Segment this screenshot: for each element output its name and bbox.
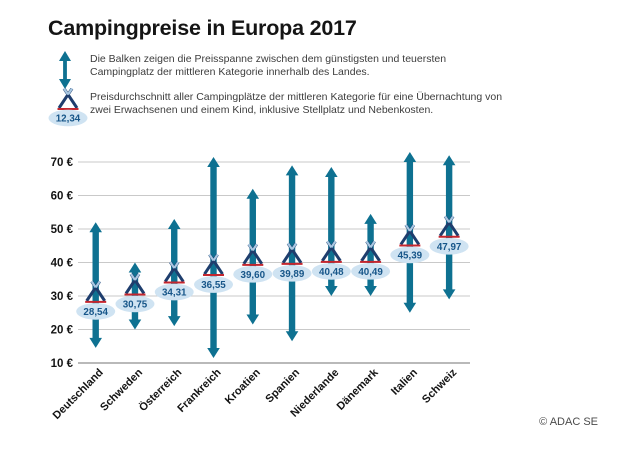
average-marker-cross bbox=[448, 215, 455, 223]
price-range-bar bbox=[207, 156, 220, 358]
average-value-badge bbox=[429, 238, 469, 255]
average-tent-icon: 12,34 bbox=[48, 88, 88, 127]
page-title: Campingpreise in Europa 2017 bbox=[48, 16, 357, 40]
copyright: © ADAC SE bbox=[539, 416, 598, 428]
average-value-label: 40,48 bbox=[319, 267, 344, 278]
average-value-label: 39,60 bbox=[241, 270, 266, 281]
y-tick-label: 10 € bbox=[51, 358, 74, 370]
average-value-label: 30,75 bbox=[123, 299, 148, 310]
average-value-label: 40,49 bbox=[358, 267, 383, 278]
x-axis-label: Italien bbox=[389, 366, 420, 397]
average-marker-cross bbox=[208, 253, 215, 262]
legend-average-text: Preisdurchschnitt aller Campingplätze de… bbox=[90, 91, 503, 116]
legend-range-text: Die Balken zeigen die Preisspanne zwisch… bbox=[90, 53, 447, 78]
y-tick-label: 20 € bbox=[51, 325, 74, 337]
average-marker-cross bbox=[369, 240, 376, 248]
average-value-badge bbox=[76, 303, 116, 320]
average-value-label: 45,39 bbox=[398, 250, 423, 261]
y-tick-label: 60 € bbox=[51, 191, 74, 203]
legend-average-value: 12,34 bbox=[56, 114, 81, 125]
average-value-label: 36,55 bbox=[201, 280, 226, 291]
average-value-badge bbox=[351, 263, 391, 280]
average-value-badge bbox=[233, 266, 273, 283]
y-tick-label: 50 € bbox=[51, 224, 74, 236]
average-value-label: 47,97 bbox=[437, 242, 462, 253]
average-marker-cross bbox=[444, 215, 451, 223]
chart-area: 70 € 60 € 50 € 40 € 30 € 20 € 10 € 28,54 Deutsch… bbox=[0, 140, 630, 445]
y-tick-label: 40 € bbox=[51, 258, 74, 270]
average-value-badge bbox=[154, 283, 194, 301]
average-marker-cross bbox=[134, 273, 140, 281]
average-marker-cross bbox=[404, 224, 411, 232]
average-marker-cross bbox=[212, 253, 219, 262]
average-value-label: 28,54 bbox=[83, 307, 108, 318]
average-marker-cross bbox=[291, 242, 297, 250]
range-bar-chart: 70 € 60 € 50 € 40 € 30 € 20 € 10 € 28,54 Deutsch… bbox=[51, 151, 470, 422]
average-value-badge bbox=[115, 295, 155, 313]
y-tick-label: 70 € bbox=[51, 157, 74, 169]
average-marker-cross bbox=[130, 273, 136, 281]
price-range-arrow-icon bbox=[59, 51, 71, 89]
x-axis-label: Dänemark bbox=[335, 366, 382, 413]
average-marker-cross bbox=[247, 243, 254, 251]
average-value-badge bbox=[194, 276, 234, 293]
x-axis-label: Deutschland bbox=[51, 367, 106, 422]
x-axis-label: Kroatien bbox=[223, 366, 263, 406]
average-marker-cross bbox=[287, 242, 293, 250]
price-range-bar bbox=[442, 155, 456, 300]
price-range-bar bbox=[246, 188, 260, 325]
average-marker-cross bbox=[408, 224, 415, 232]
average-marker-cross bbox=[90, 280, 97, 289]
average-marker-cross bbox=[251, 243, 258, 251]
average-marker-cross bbox=[326, 240, 333, 249]
average-marker-cross bbox=[173, 261, 180, 269]
average-value-label: 39,89 bbox=[280, 269, 305, 280]
average-marker-cross bbox=[169, 261, 176, 269]
y-tick-label: 30 € bbox=[51, 291, 74, 303]
average-value-badge bbox=[311, 263, 351, 280]
x-axis-label: Schweiz bbox=[420, 366, 460, 406]
average-marker-cross bbox=[365, 240, 372, 248]
price-range-bar bbox=[285, 165, 299, 342]
average-value-label: 34,31 bbox=[162, 288, 187, 299]
average-value-badge bbox=[390, 246, 430, 264]
x-axis-label: Spanien bbox=[263, 366, 302, 405]
average-marker-cross bbox=[330, 240, 337, 249]
average-value-badge bbox=[272, 265, 312, 282]
average-marker-cross bbox=[94, 280, 101, 289]
